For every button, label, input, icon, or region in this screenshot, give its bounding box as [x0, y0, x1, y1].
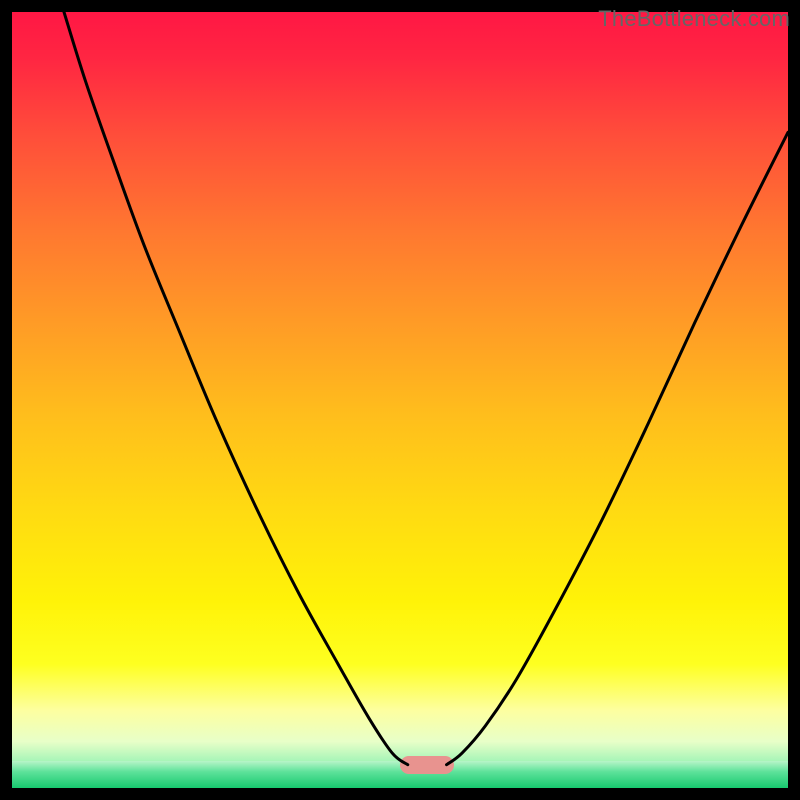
curve-left-branch: [64, 12, 408, 765]
bottleneck-curve: [12, 12, 788, 788]
watermark-text: TheBottleneck.com: [598, 6, 790, 32]
plot-area: [12, 12, 788, 788]
curve-right-branch: [447, 132, 788, 764]
